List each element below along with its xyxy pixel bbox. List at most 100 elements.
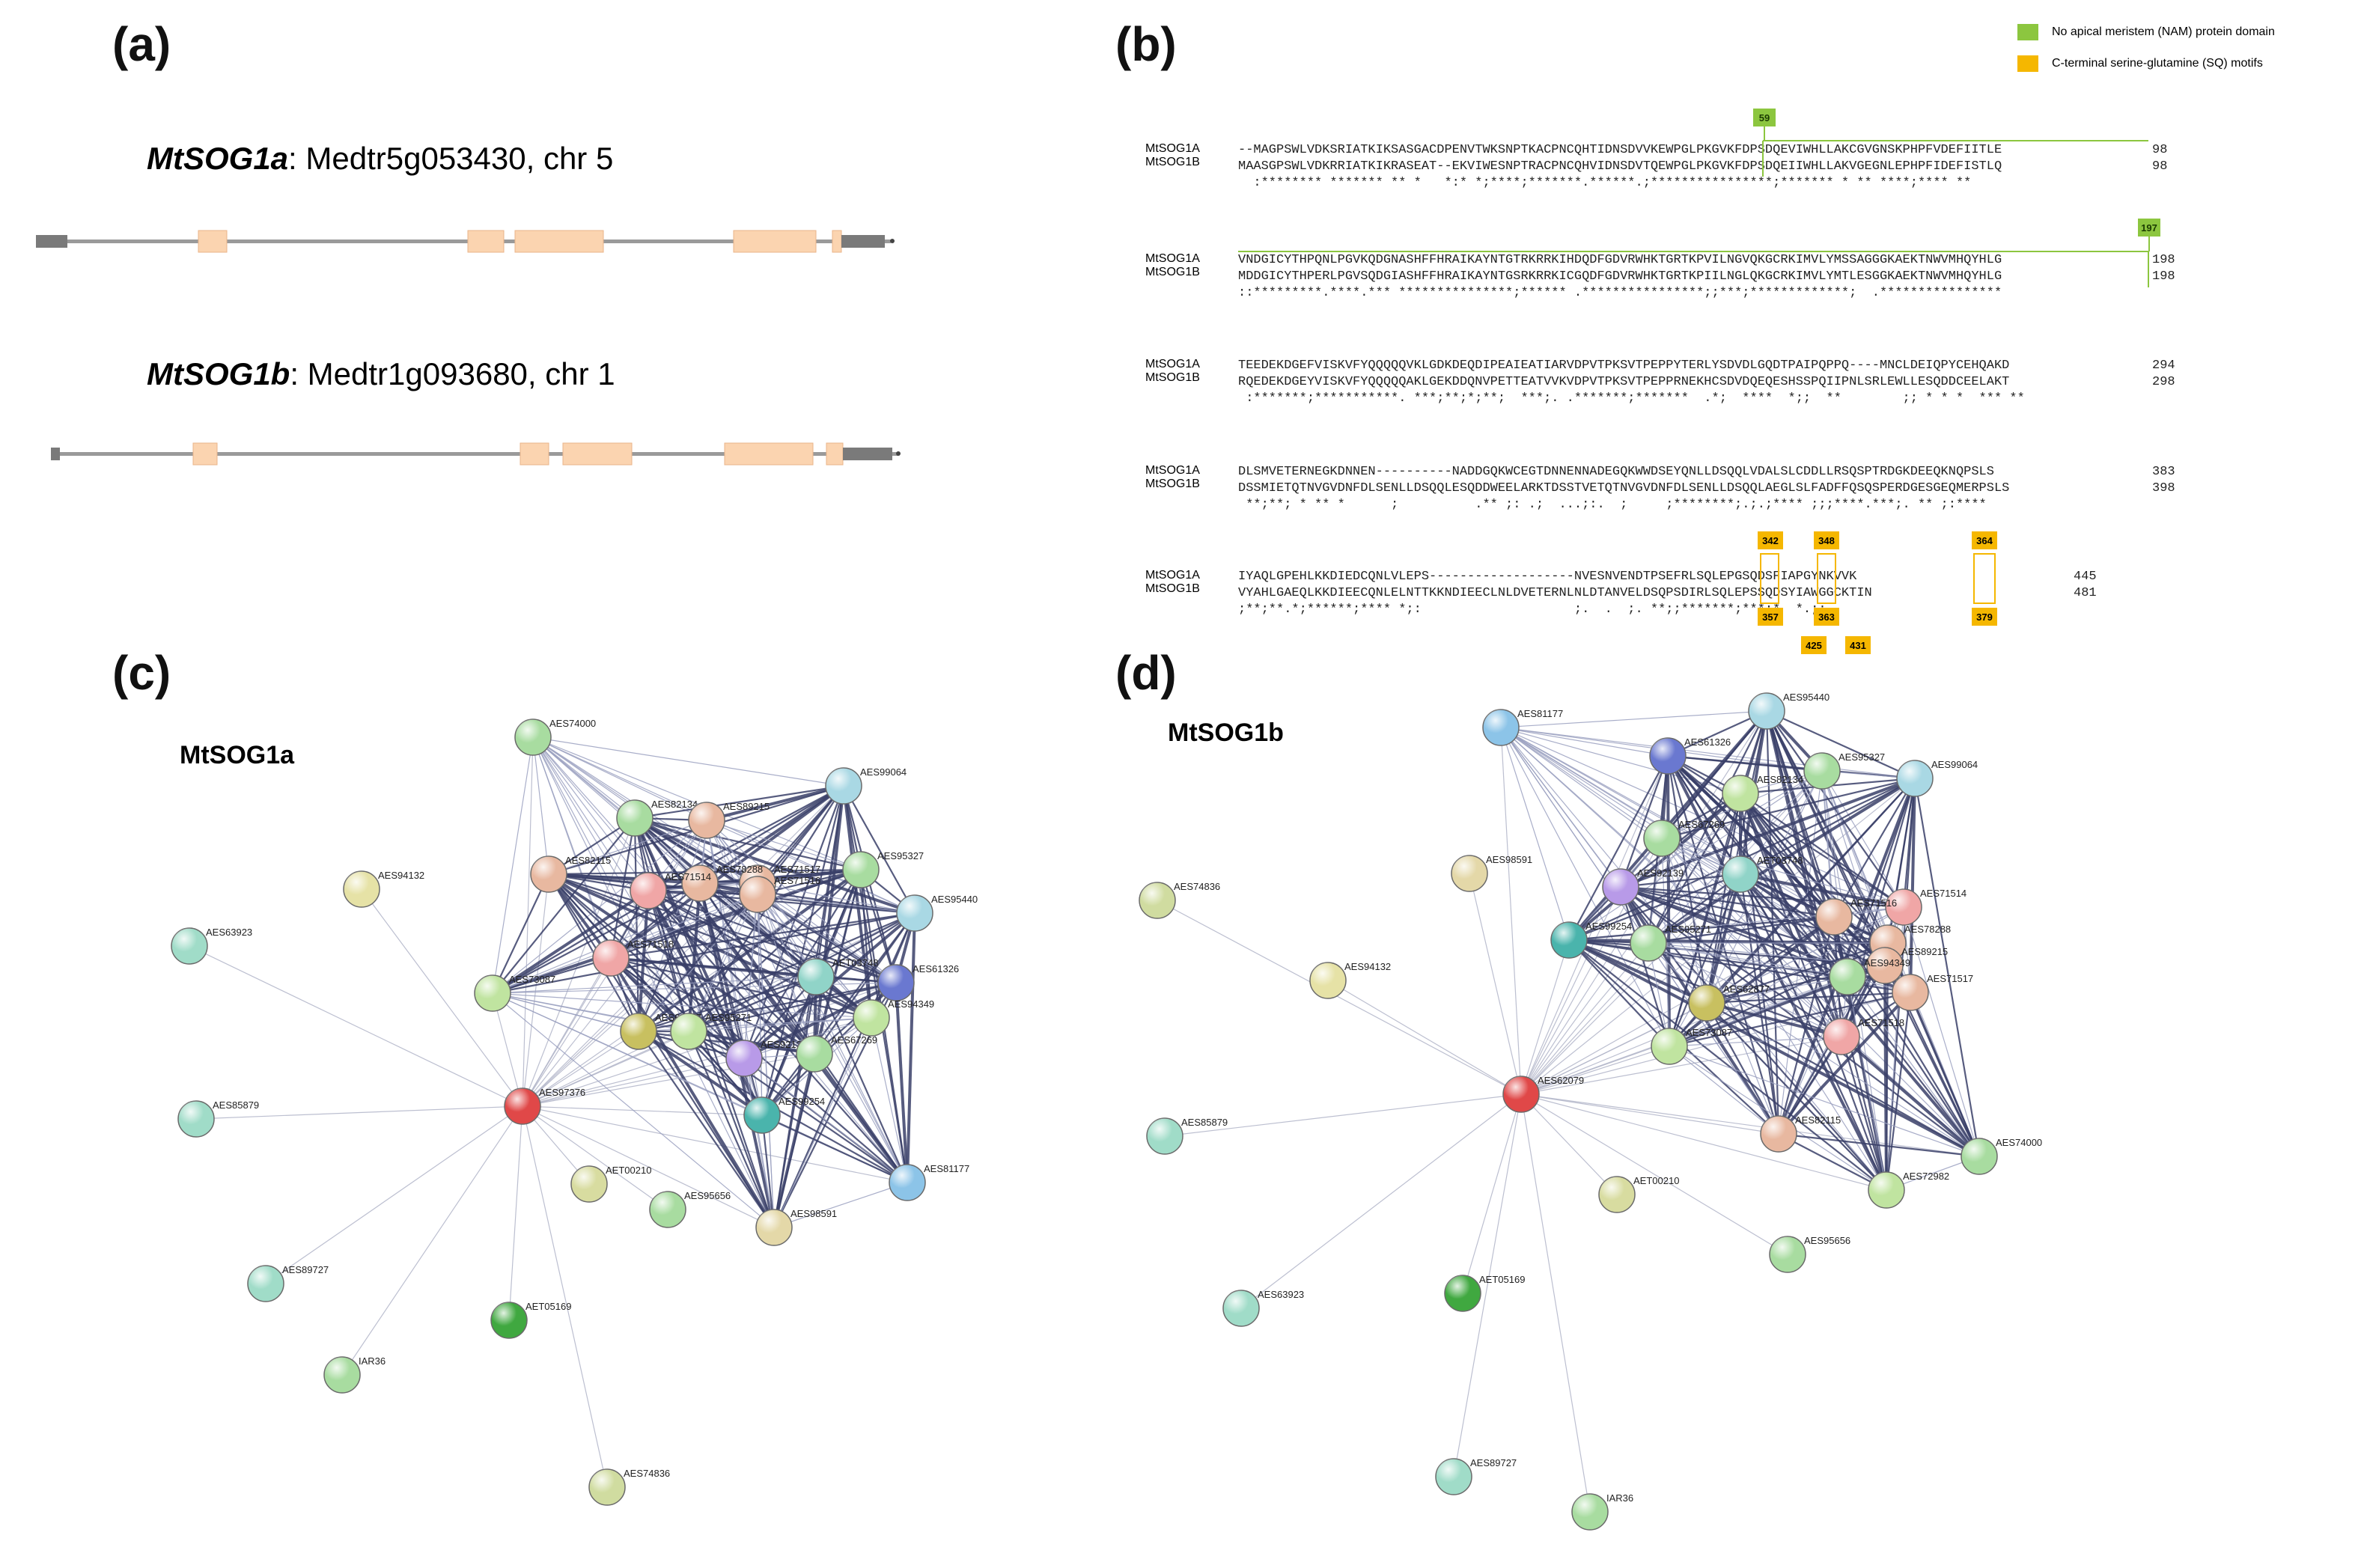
node-highlight [1722,775,1758,811]
network-edge [522,912,916,1107]
panel-label-d: (d) [1115,646,1177,700]
node-label: AES63923 [206,927,252,938]
network-edge [1705,793,1742,1004]
network-edge [1620,885,1904,909]
alignment-block-4: MtSOG1A MtSOG1B DLSMVETERNEGKDNNEN------… [1145,464,2175,512]
network-edge [1667,755,1848,977]
network-edge [1740,793,1835,918]
network-edge [1706,1001,1842,1038]
network-edge [1661,838,1904,908]
legend-item-sq: C-terminal serine-glutamine (SQ) motifs [2017,52,2275,75]
network-edge [1157,900,1522,1095]
node-label: AES94349 [888,998,934,1010]
node-highlight [1892,974,1928,1010]
network-edge [522,1105,908,1183]
network-edge [1903,906,1980,1157]
legend-swatch [2017,55,2038,72]
network-edge [1164,1093,1522,1137]
network-edge [1840,1035,1981,1158]
network-edge [1500,727,1670,1047]
network-edge [647,890,776,1228]
network-edge [1648,942,1980,1157]
network-edge [1883,965,1888,1191]
network-node: AES94349 [853,998,934,1037]
network-edge [548,820,707,875]
network-edge [1568,939,1670,1047]
network-edge [548,873,701,885]
network-edge [633,817,909,1184]
node-label: AES63923 [1258,1289,1304,1300]
node-highlight [650,1192,686,1227]
node-label: AES82134 [1757,774,1803,785]
network-edge [1520,1093,1887,1191]
node-label: AES78288 [716,864,763,875]
network-edge [1520,1002,1707,1095]
utr-3 [843,448,892,460]
network-node: AES94349 [1829,957,1910,995]
network-edge [1706,942,1889,1004]
network-title-c: MtSOG1a [180,741,295,769]
seq-b: MAASGPSWLVDKRRIATKIKRASEAT--EKVIWESNPTRA… [1238,159,2002,174]
node-label: AES99064 [860,766,907,778]
node-label: AES89215 [723,801,770,812]
exon [562,442,633,466]
network-edge [1469,873,1522,1095]
network-node: AES95327 [842,850,924,888]
network-edge [522,736,534,1107]
network-edge [634,817,916,915]
node-highlight [248,1266,284,1302]
node-label: AES71518 [1858,1017,1904,1028]
network-edge [895,982,909,1183]
nam-marker-197-label: 197 [2141,222,2157,234]
network-edge [1778,976,1848,1135]
node-highlight [798,959,834,995]
pos-a: 198 [2152,253,2175,267]
network-edge [773,1053,816,1228]
legend-item-nam: No apical meristem (NAM) protein domain [2017,21,2275,43]
network-edge [522,1031,639,1107]
network-edge [1706,1002,1779,1135]
network-edge [1661,838,1887,1191]
network-edge [706,820,916,914]
network-edge [1778,1132,1980,1158]
node-highlight [796,1036,832,1072]
utr-5 [51,448,60,460]
consensus: :*******;***********. ***;**;*;**; ***;.… [1238,391,2025,406]
consensus: :******** ******* ** * *:* *;****;******… [1238,176,1972,190]
panel-label-a: (a) [112,17,171,71]
seq-a: DLSMVETERNEGKDNNEN----------NADDGQKWCEGT… [1238,465,1994,479]
legend: No apical meristem (NAM) protein domain … [2017,21,2275,75]
panel-label-b: (b) [1115,17,1177,71]
network-edge [699,882,916,915]
seq-name-a: MtSOG1A [1145,358,1200,370]
network-edge [699,882,897,983]
node-label: AES95656 [1804,1235,1850,1246]
exon [467,230,505,253]
network-edge [1500,727,1669,757]
node-label: AET05169 [1479,1274,1525,1285]
network-edge [688,1031,763,1116]
sq-motif-boxes [1760,553,1996,604]
network-edge [1777,916,1835,1135]
network-edge [532,736,707,821]
node-label: AES97376 [539,1087,585,1098]
network-edge [1520,942,1649,1095]
network-node: AES62877 [1688,983,1770,1022]
node-label: AET03748 [1757,855,1803,866]
network-node: IAR36 [323,1355,386,1394]
network-node: AES67269 [796,1034,877,1073]
network-edge [648,889,897,984]
network-edge [688,1031,908,1183]
network-edge [1520,755,1669,1095]
network-edge [1706,991,1911,1004]
pos-a: 98 [2152,143,2168,157]
network-edge [1847,976,1887,1191]
exon [733,230,817,253]
network-edge [532,736,649,891]
network-node: AES82115 [530,855,611,893]
network-edge [773,1182,908,1228]
network-edge [1885,992,1912,1191]
sq-marker-label: 379 [1976,611,1993,623]
node-label: AET00210 [1633,1175,1679,1186]
network-node: AES94132 [1309,961,1391,999]
